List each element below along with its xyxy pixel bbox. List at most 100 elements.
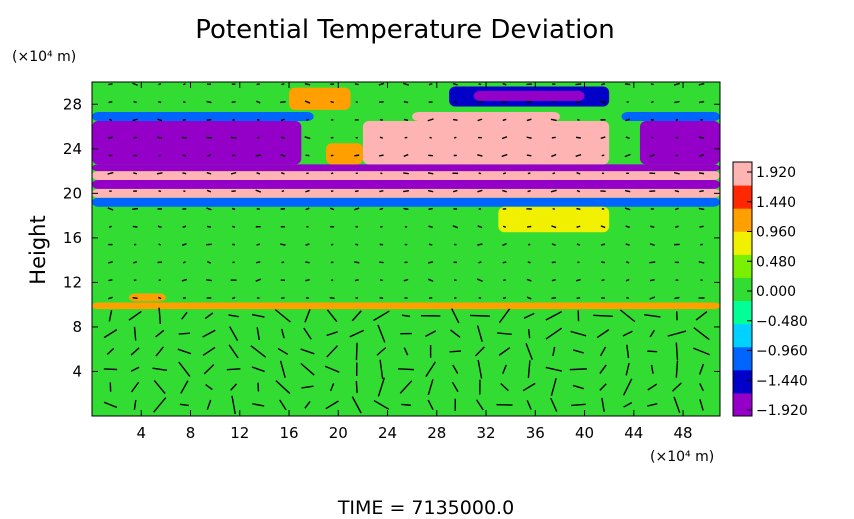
wind-vector [228,314,239,318]
wind-vector [498,347,511,356]
wind-vector [576,296,581,300]
wind-vector [153,397,167,413]
wind-vector [252,403,265,407]
wind-vector [330,100,334,104]
wind-vector [526,154,532,157]
wind-vector [649,261,656,264]
wind-vector [155,329,165,338]
wind-vector [700,243,703,246]
wind-vector [158,307,162,324]
wind-vector [551,296,557,300]
wind-vector [379,207,384,211]
wind-vector [498,308,511,324]
wind-vector [649,153,656,158]
heatmap-region [92,171,720,180]
wind-vector [450,329,461,338]
wind-vector [108,136,113,139]
wind-vector [130,381,140,393]
wind-vector [475,399,484,411]
wind-vector [698,136,705,139]
x-tick-label: 36 [526,424,545,442]
wind-vector [132,118,138,122]
wind-vector [351,310,362,322]
wind-vector [453,297,457,299]
colorbar-label: −0.480 [756,314,808,330]
wind-vector [527,190,531,193]
wind-vector [108,310,113,322]
wind-vector [403,207,409,210]
wind-vector [647,403,658,407]
wind-vector [351,396,362,414]
wind-vector [202,346,216,357]
wind-vector [133,399,137,410]
wind-vector [300,362,315,376]
heatmap-region [92,188,720,198]
wind-vector [108,279,113,282]
colorbar-label: −0.960 [756,344,808,360]
wind-vector [206,172,212,175]
wind-vector [183,83,186,86]
wind-vector [478,83,482,86]
wind-vector [545,327,563,340]
x-tick-label: 12 [230,424,249,442]
colorbar-swatch [733,369,752,394]
wind-vector [206,261,212,264]
wind-vector [108,261,113,264]
wind-vector [158,190,162,193]
wind-vector [157,136,163,139]
wind-vector [502,243,507,247]
wind-vector [698,261,705,264]
wind-vector [550,397,558,412]
y-tick-label: 4 [72,362,82,380]
wind-vector [625,362,630,376]
wind-vector [108,225,112,228]
wind-vector [575,83,582,86]
colorbar-swatch [733,185,752,209]
wind-vector [474,346,485,357]
wind-vector [551,136,556,139]
wind-vector [152,367,168,372]
wind-vector [107,171,114,175]
colorbar-swatch [733,254,752,278]
wind-vector [132,207,139,211]
wind-vector [402,82,410,86]
wind-vector [349,329,365,338]
wind-vector [280,101,286,104]
wind-vector [675,342,679,361]
wind-vector [354,83,359,86]
wind-vector [305,189,310,193]
wind-vector [649,278,655,282]
wind-vector [202,329,216,338]
wind-vector [452,225,459,229]
wind-vector [526,136,532,139]
x-axis-unit: (×10⁴ m) [650,449,714,465]
wind-vector [304,309,311,323]
wind-vector [497,332,512,336]
wind-vector [304,100,311,104]
wind-vector [181,278,188,282]
colorbar-label: −1.920 [756,403,808,419]
colorbar-swatch [733,300,752,325]
wind-vector [575,153,582,158]
wind-vector [303,327,312,340]
colorbar-label: 0.000 [756,284,796,300]
wind-vector [577,118,580,121]
wind-vector [651,136,654,139]
wind-vector [476,325,483,342]
y-tick-label: 28 [63,95,82,113]
wind-vector [478,261,482,264]
wind-vector [649,296,656,300]
colorbar-frame [732,161,753,417]
wind-vector [650,100,654,104]
wind-vector [281,190,285,193]
wind-vector [699,189,704,193]
wind-vector [576,207,581,210]
wind-vector [304,83,311,86]
colorbar-swatch [733,392,752,417]
x-tick-label: 48 [674,424,693,442]
wind-vector [698,172,705,175]
wind-vector [428,207,433,210]
wind-vector [205,384,213,391]
wind-vector [576,189,581,193]
